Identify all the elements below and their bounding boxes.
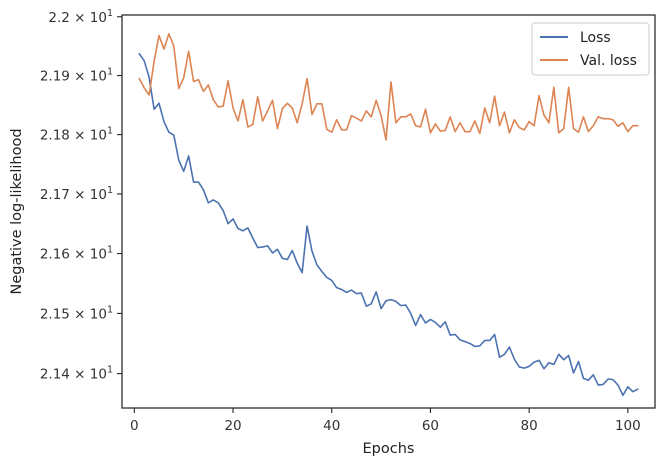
y-tick-label: 2.2 × 101 bbox=[48, 8, 113, 26]
x-tick-label: 80 bbox=[521, 418, 538, 434]
x-tick-label: 0 bbox=[130, 418, 139, 434]
series-line-1 bbox=[138, 32, 639, 141]
x-axis-ticks: 0 20 40 60 80 100 bbox=[130, 408, 641, 434]
x-tick-label: 60 bbox=[422, 418, 439, 434]
y-axis-label: Negative log-likelihood bbox=[9, 128, 25, 294]
y-tick-label: 2.15 × 101 bbox=[40, 304, 113, 322]
series-line-0 bbox=[138, 52, 639, 397]
x-tick-label: 20 bbox=[224, 418, 241, 434]
legend-label-loss: Loss bbox=[580, 30, 611, 46]
y-tick-label: 2.14 × 101 bbox=[40, 365, 113, 383]
x-axis-label: Epochs bbox=[363, 441, 415, 457]
y-axis-ticks: 2.14 × 101 2.15 × 101 2.16 × 101 2.17 × 101… bbox=[40, 8, 122, 383]
plot-area bbox=[121, 14, 656, 409]
x-tick-label: 40 bbox=[323, 418, 340, 434]
y-tick-label: 2.19 × 101 bbox=[40, 67, 113, 85]
y-tick-label: 2.18 × 101 bbox=[40, 126, 113, 144]
legend-label-val-loss: Val. loss bbox=[580, 53, 637, 69]
legend: Loss Val. loss bbox=[531, 22, 650, 76]
x-tick-label: 100 bbox=[615, 418, 641, 434]
y-tick-label: 2.17 × 101 bbox=[40, 185, 113, 203]
series-layer bbox=[138, 32, 639, 397]
y-tick-label: 2.16 × 101 bbox=[40, 245, 113, 263]
